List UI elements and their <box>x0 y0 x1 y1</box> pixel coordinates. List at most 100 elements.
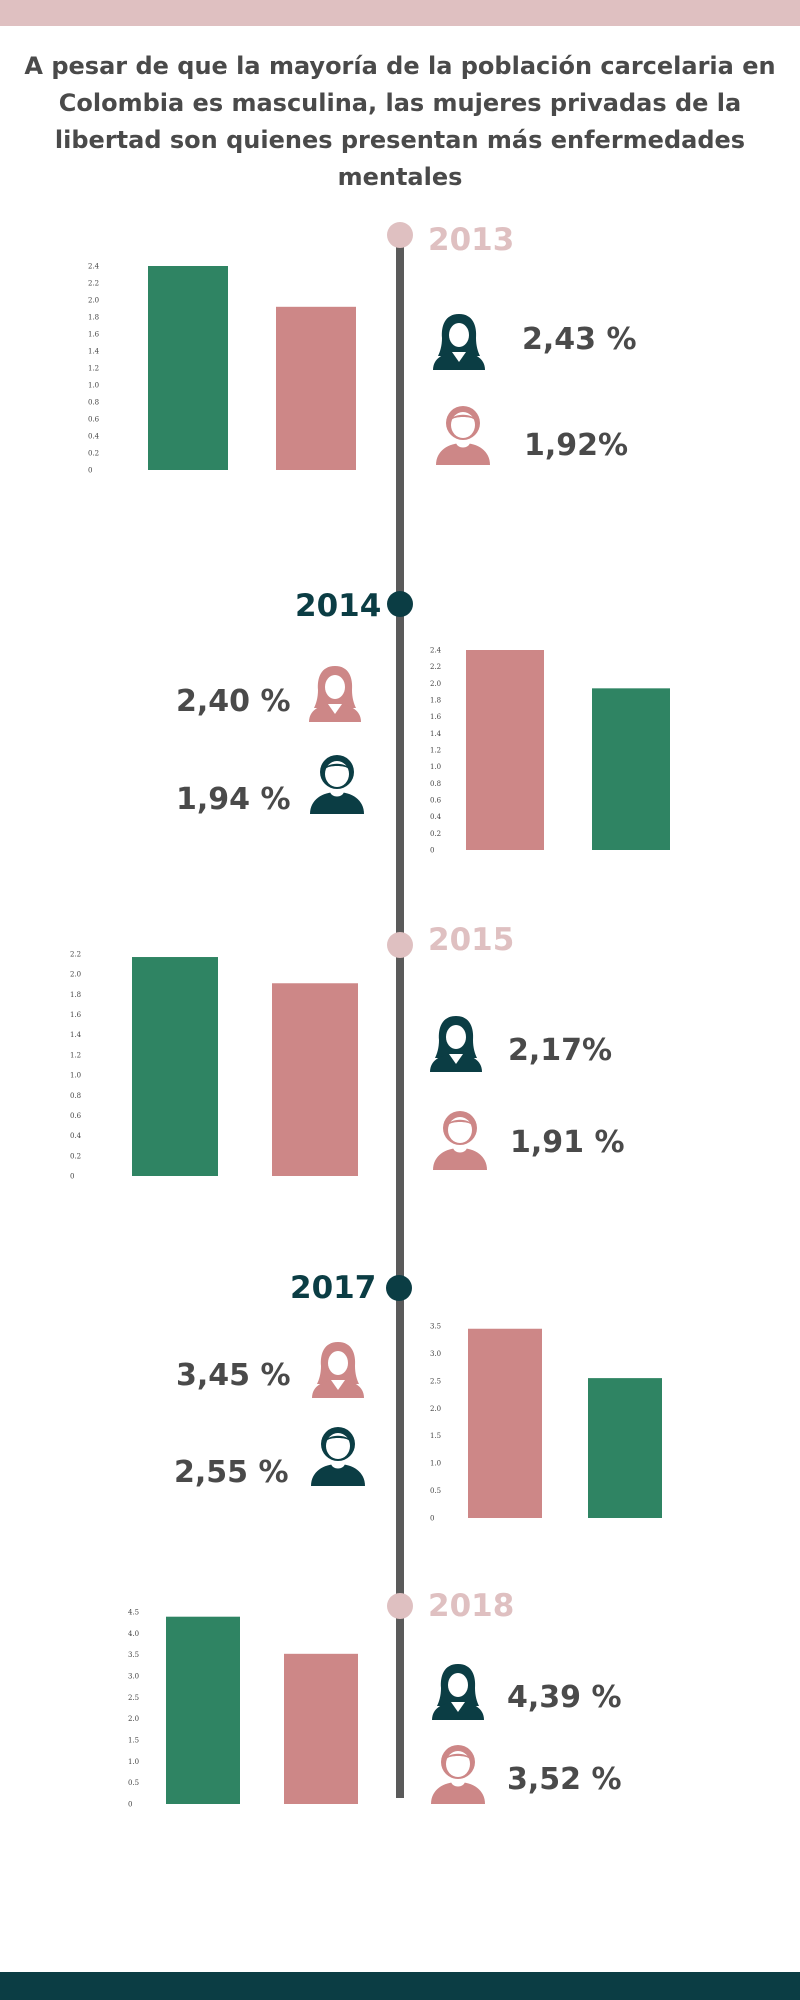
timeline-line <box>396 234 404 1798</box>
bar-first <box>468 1328 542 1518</box>
male-pct-2014: 1,94 % <box>176 782 291 817</box>
y-tick-label: 1.6 <box>430 713 442 721</box>
y-tick-label: 0.8 <box>430 780 441 788</box>
year-label-2015: 2015 <box>428 922 515 958</box>
y-tick-label: 1.2 <box>70 1051 81 1059</box>
y-tick-label: 1.2 <box>88 365 99 373</box>
y-tick-label: 1.5 <box>430 1432 441 1440</box>
year-label-2017: 2017 <box>290 1270 377 1306</box>
y-tick-label: 0.8 <box>70 1092 81 1100</box>
man-icon <box>436 406 490 465</box>
timeline-node-2018 <box>387 1593 413 1619</box>
y-tick-label: 4.5 <box>128 1609 139 1617</box>
bar-chart-2018: 0 0.5 1.0 1.5 2.0 2.5 3.0 3.5 4.0 4.5 <box>128 1609 358 1809</box>
timeline-node-2017 <box>386 1275 412 1301</box>
y-tick-label: 0 <box>430 847 434 855</box>
y-tick-label: 2.4 <box>88 263 100 271</box>
bar-second <box>592 688 670 850</box>
bar-chart-2017: 0 0.5 1.0 1.5 2.0 2.5 3.0 3.5 <box>430 1323 662 1523</box>
y-tick-label: 2.5 <box>430 1377 441 1385</box>
top-band <box>0 0 800 26</box>
y-tick-label: 0.5 <box>128 1779 139 1787</box>
y-tick-label: 1.4 <box>70 1031 82 1039</box>
y-tick-label: 1.6 <box>88 331 100 339</box>
y-tick-label: 0 <box>88 467 92 475</box>
year-label-2018: 2018 <box>428 1588 515 1624</box>
y-tick-label: 0.8 <box>88 399 99 407</box>
y-tick-label: 1.4 <box>430 730 442 738</box>
bar-second <box>272 983 358 1176</box>
y-tick-label: 4.0 <box>128 1630 139 1638</box>
y-tick-label: 0.4 <box>430 813 442 821</box>
page-title: A pesar de que la mayoría de la població… <box>24 52 776 191</box>
y-tick-label: 2.2 <box>70 951 81 959</box>
bar-second <box>276 306 356 470</box>
female-pct-2015: 2,17% <box>508 1033 613 1068</box>
man-icon <box>310 755 364 814</box>
y-tick-label: 3.5 <box>128 1651 139 1659</box>
bar-first <box>132 957 218 1176</box>
y-tick-label: 2.0 <box>88 297 99 305</box>
y-tick-label: 2.0 <box>128 1715 139 1723</box>
y-tick-label: 1.0 <box>430 1460 441 1468</box>
y-tick-label: 0.2 <box>70 1152 81 1160</box>
y-tick-label: 1.2 <box>430 747 441 755</box>
year-label-2013: 2013 <box>428 222 515 258</box>
bar-second <box>588 1378 662 1518</box>
y-tick-label: 0.4 <box>88 433 100 441</box>
woman-icon <box>312 1342 364 1398</box>
y-tick-label: 2.5 <box>128 1694 139 1702</box>
y-tick-label: 0.2 <box>88 450 99 458</box>
bar-first <box>466 650 544 850</box>
y-tick-label: 1.4 <box>88 348 100 356</box>
bar-chart-2013: 0 0.2 0.4 0.6 0.8 1.0 1.2 1.4 1.6 1.8 2.0 2.2 2.4 <box>88 263 356 475</box>
bottom-band <box>0 1972 800 2000</box>
y-tick-label: 2.0 <box>70 971 81 979</box>
timeline-node-2015 <box>387 932 413 958</box>
timeline-node-2014 <box>387 591 413 617</box>
y-tick-label: 0 <box>70 1173 74 1181</box>
y-tick-label: 1.0 <box>128 1758 139 1766</box>
female-pct-2018: 4,39 % <box>507 1680 622 1715</box>
y-tick-label: 1.0 <box>70 1072 81 1080</box>
y-tick-label: 1.0 <box>88 382 99 390</box>
y-tick-label: 2.4 <box>430 647 442 655</box>
year-label-2014: 2014 <box>295 588 382 624</box>
y-tick-label: 1.5 <box>128 1737 139 1745</box>
y-tick-label: 0.6 <box>70 1112 82 1120</box>
bar-chart-2015: 0 0.2 0.4 0.6 0.8 1.0 1.2 1.4 1.6 1.8 2.0 2.2 <box>70 951 358 1181</box>
woman-icon <box>432 1664 484 1720</box>
y-tick-label: 2.0 <box>430 680 441 688</box>
bar-first <box>166 1616 240 1804</box>
y-tick-label: 1.8 <box>70 991 81 999</box>
y-tick-label: 0.6 <box>88 416 100 424</box>
y-tick-label: 3.0 <box>128 1673 139 1681</box>
female-pct-2017: 3,45 % <box>176 1358 291 1393</box>
man-icon <box>431 1745 485 1804</box>
male-pct-2015: 1,91 % <box>510 1125 625 1160</box>
y-tick-label: 1.6 <box>70 1011 82 1019</box>
woman-icon <box>433 314 485 370</box>
female-pct-2014: 2,40 % <box>176 684 291 719</box>
y-tick-label: 0.2 <box>430 830 441 838</box>
y-tick-label: 3.5 <box>430 1323 441 1331</box>
y-tick-label: 0 <box>430 1515 434 1523</box>
woman-icon <box>430 1016 482 1072</box>
y-tick-label: 0 <box>128 1801 132 1809</box>
female-pct-2013: 2,43 % <box>522 322 637 357</box>
y-tick-label: 3.0 <box>430 1350 441 1358</box>
y-tick-label: 2.2 <box>88 280 99 288</box>
y-tick-label: 0.5 <box>430 1487 441 1495</box>
timeline-node-2013 <box>387 222 413 248</box>
y-tick-label: 2.0 <box>430 1405 441 1413</box>
y-tick-label: 1.8 <box>88 314 99 322</box>
bar-first <box>148 266 228 470</box>
y-tick-label: 0.4 <box>70 1132 82 1140</box>
y-tick-label: 0.6 <box>430 797 442 805</box>
male-pct-2013: 1,92% <box>524 428 629 463</box>
male-pct-2017: 2,55 % <box>174 1455 289 1490</box>
bar-second <box>284 1653 358 1804</box>
man-icon <box>433 1111 487 1170</box>
man-icon <box>311 1427 365 1486</box>
y-tick-label: 1.8 <box>430 697 441 705</box>
